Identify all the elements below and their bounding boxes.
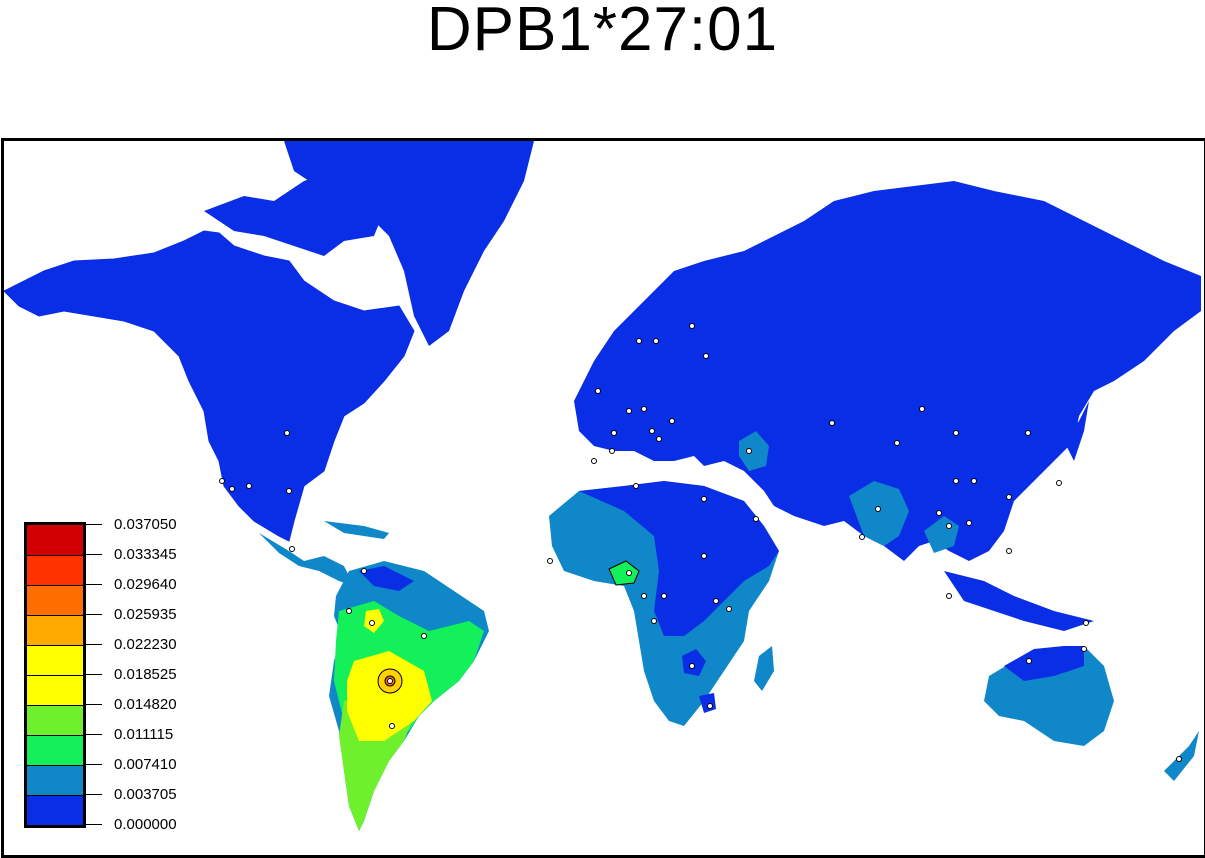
greenland-landmass <box>284 141 534 346</box>
north-australia-contour-blue <box>1004 646 1084 681</box>
india-contour <box>849 481 909 546</box>
legend-label: 0.022230 <box>114 636 177 653</box>
japan <box>1064 401 1089 461</box>
north-africa-contour-blue <box>579 481 779 636</box>
legend-label: 0.029640 <box>114 576 177 593</box>
legend-label: 0.011115 <box>114 726 174 743</box>
caribbean-islands <box>324 521 389 539</box>
legend-swatch <box>27 585 83 615</box>
south-america-top-blue <box>359 566 414 591</box>
legend-tick <box>86 734 102 735</box>
legend-swatch <box>27 675 83 705</box>
legend-tick <box>86 674 102 675</box>
legend-label: 0.033345 <box>114 546 177 563</box>
legend-swatch <box>27 795 83 825</box>
legend-tick <box>86 614 102 615</box>
color-legend <box>24 522 86 828</box>
caucasus-contour <box>739 431 769 471</box>
legend-tick <box>86 704 102 705</box>
south-africa-blue-1 <box>682 649 706 676</box>
legend-swatch <box>27 615 83 645</box>
north-america-landmass <box>4 230 415 542</box>
map-frame: 0.037050 0.033345 0.029640 0.025935 0.02… <box>1 138 1205 858</box>
central-america-landmass <box>259 533 354 586</box>
sample-points <box>219 323 1182 762</box>
sea-islands <box>944 571 1094 631</box>
legend-swatch <box>27 765 83 795</box>
new-zealand <box>1164 731 1199 781</box>
legend-swatch <box>27 735 83 765</box>
legend-tick <box>86 644 102 645</box>
legend-label: 0.037050 <box>114 516 177 533</box>
west-africa-hotspot <box>608 560 640 586</box>
south-africa-blue-2 <box>699 693 716 713</box>
madagascar <box>754 646 774 691</box>
legend-tick <box>86 584 102 585</box>
legend-swatch <box>27 705 83 735</box>
legend-tick <box>86 524 102 525</box>
legend-label: 0.007410 <box>114 756 177 773</box>
legend-label: 0.018525 <box>114 666 177 683</box>
legend-label: 0.025935 <box>114 606 177 623</box>
map-title: DPB1*27:01 <box>426 0 779 64</box>
legend-tick <box>86 794 102 795</box>
legend-tick <box>86 824 102 825</box>
legend-label: 0.014820 <box>114 696 177 713</box>
legend-swatch <box>27 555 83 585</box>
world-map <box>4 141 1201 831</box>
legend-label: 0.003705 <box>114 786 177 803</box>
legend-swatch <box>27 525 83 555</box>
eurasia-landmass <box>574 181 1201 561</box>
legend-label: 0.000000 <box>114 816 177 833</box>
legend-tick <box>86 554 102 555</box>
legend-swatch <box>27 645 83 675</box>
legend-tick <box>86 764 102 765</box>
south-america-contour-yellow <box>347 651 432 741</box>
